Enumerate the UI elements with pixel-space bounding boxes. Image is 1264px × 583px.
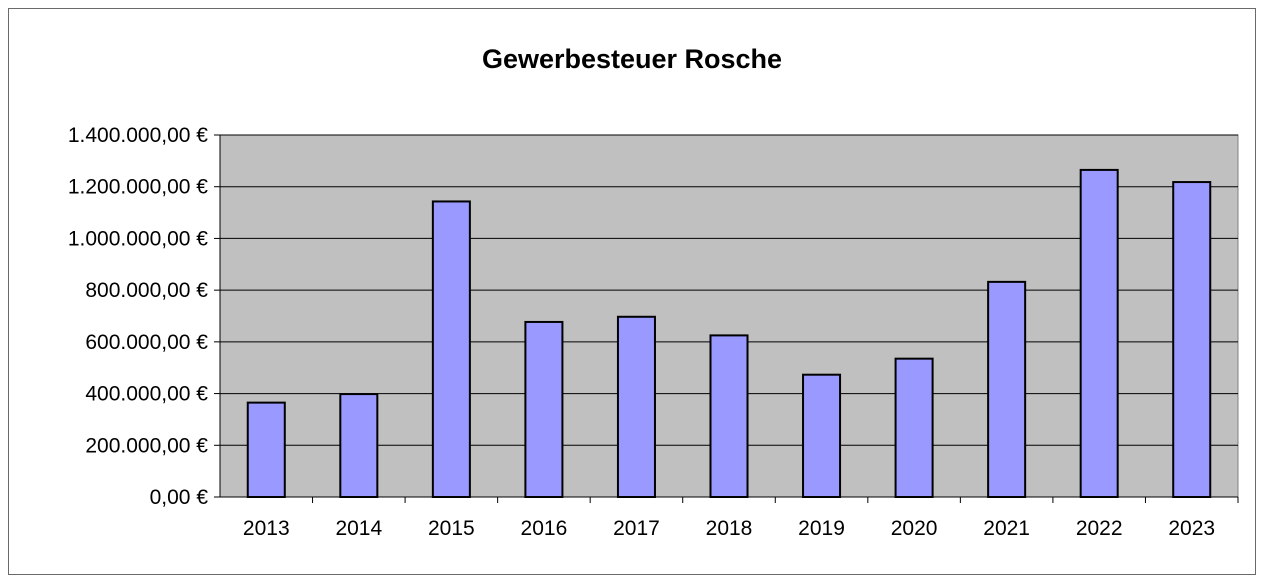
- bar-2020: [894, 357, 934, 498]
- y-tick-label: 0,00 €: [150, 486, 209, 509]
- axes: [214, 134, 1239, 503]
- x-tick-label: 2015: [428, 517, 475, 540]
- bar-2021: [987, 280, 1027, 498]
- y-tick-label: 200.000,00 €: [85, 434, 208, 457]
- x-tick-label: 2013: [243, 517, 290, 540]
- x-tick-label: 2018: [706, 517, 753, 540]
- x-tick-label: 2017: [613, 517, 660, 540]
- bar-2022: [1079, 168, 1119, 499]
- y-tick-label: 1.000.000,00 €: [68, 227, 208, 250]
- x-tick-labels: 2013 2014 2015 2016 2017 2018 2019 2020 2021 2022…: [243, 517, 1215, 540]
- y-tick-label: 600.000,00 €: [85, 331, 208, 354]
- y-tick-labels: 0,00 € 200.000,00 € 400.000,00 € 600.000,00…: [68, 124, 208, 509]
- y-tick-label: 800.000,00 €: [85, 279, 208, 302]
- x-tick-label: 2022: [1076, 517, 1123, 540]
- x-tick-label: 2023: [1168, 517, 1215, 540]
- y-tick-label: 400.000,00 €: [85, 383, 208, 406]
- bar-2014: [339, 393, 379, 498]
- bar-2017: [616, 315, 656, 499]
- y-tick-label: 1.200.000,00 €: [68, 176, 208, 199]
- bar-2023: [1172, 181, 1212, 498]
- x-tick-label: 2019: [798, 517, 845, 540]
- bar-2018: [709, 334, 749, 498]
- x-tick-label: 2020: [891, 517, 938, 540]
- x-tick-label: 2016: [521, 517, 568, 540]
- bar-2016: [524, 320, 564, 498]
- bar-2019: [802, 373, 842, 498]
- x-tick-label: 2021: [983, 517, 1030, 540]
- bar-2013: [246, 401, 286, 498]
- chart-title: Gewerbesteuer Rosche: [481, 44, 783, 74]
- bar-2015: [431, 200, 471, 498]
- y-tick-label: 1.400.000,00 €: [68, 124, 208, 147]
- x-tick-label: 2014: [335, 517, 382, 540]
